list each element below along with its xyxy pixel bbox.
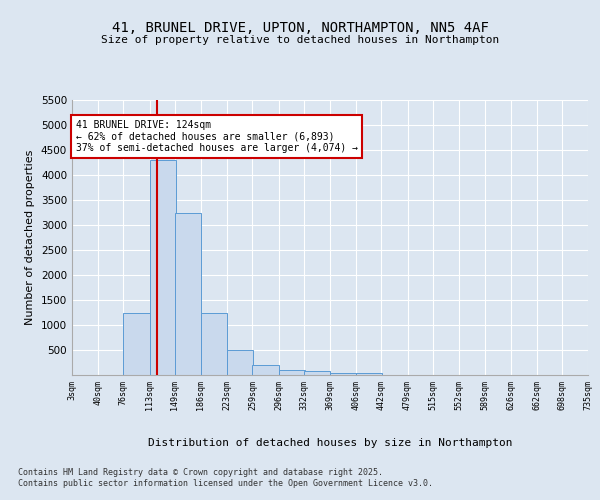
Text: Distribution of detached houses by size in Northampton: Distribution of detached houses by size … [148,438,512,448]
Text: 41, BRUNEL DRIVE, UPTON, NORTHAMPTON, NN5 4AF: 41, BRUNEL DRIVE, UPTON, NORTHAMPTON, NN… [112,20,488,34]
Bar [356,372,382,375]
Text: 41 BRUNEL DRIVE: 124sqm
← 62% of detached houses are smaller (6,893)
37% of semi: 41 BRUNEL DRIVE: 124sqm ← 62% of detache… [76,120,358,153]
Bar [175,212,201,375]
Bar [149,160,176,375]
Text: Size of property relative to detached houses in Northampton: Size of property relative to detached ho… [101,35,499,45]
Bar [304,371,330,375]
Bar [278,370,305,375]
Bar [227,350,253,375]
Bar [124,312,149,375]
Bar [201,312,227,375]
Bar [253,365,278,375]
Y-axis label: Number of detached properties: Number of detached properties [25,150,35,325]
Text: Contains HM Land Registry data © Crown copyright and database right 2025.: Contains HM Land Registry data © Crown c… [18,468,383,477]
Text: Contains public sector information licensed under the Open Government Licence v3: Contains public sector information licen… [18,480,433,488]
Bar [330,372,356,375]
